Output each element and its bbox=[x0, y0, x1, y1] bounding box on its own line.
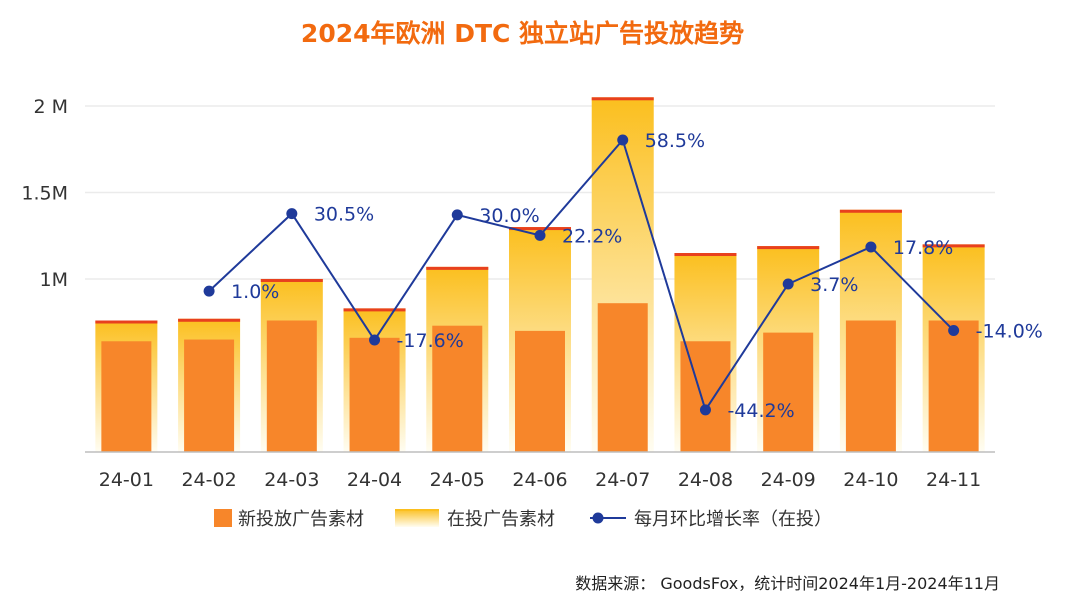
legend-swatch-active bbox=[395, 509, 439, 527]
y-tick-label: 2 M bbox=[33, 96, 68, 118]
x-tick-label: 24-08 bbox=[678, 469, 733, 491]
chart-title: 2024年欧洲 DTC 独立站广告投放趋势 bbox=[300, 19, 745, 48]
active-bar-cap bbox=[260, 278, 323, 282]
growth-rate-label: 17.8% bbox=[893, 237, 953, 259]
active-bar-cap bbox=[757, 246, 820, 250]
new-bar bbox=[680, 341, 731, 452]
new-bar bbox=[763, 332, 814, 452]
legend-label-growth: 每月环比增长率（在投） bbox=[634, 509, 832, 530]
new-bar bbox=[184, 339, 235, 452]
new-bar bbox=[349, 337, 400, 452]
growth-rate-label: 1.0% bbox=[231, 281, 279, 303]
legend-swatch-new bbox=[214, 509, 232, 527]
x-tick-label: 24-06 bbox=[512, 469, 567, 491]
legend-swatch-point bbox=[592, 512, 604, 524]
x-tick-label: 24-10 bbox=[843, 469, 898, 491]
growth-rate-label: 58.5% bbox=[645, 130, 705, 152]
growth-rate-label: -14.0% bbox=[976, 321, 1043, 343]
legend-swatch-active-cap bbox=[395, 509, 439, 511]
new-bar bbox=[928, 320, 979, 452]
growth-rate-label: 22.2% bbox=[562, 225, 622, 247]
active-bar-cap bbox=[95, 320, 158, 324]
x-tick-label: 24-01 bbox=[99, 469, 154, 491]
x-tick-label: 24-07 bbox=[595, 469, 650, 491]
axis-layer: 1M 1.5M 2 M 24-01 24-02 24-03 24-04 24-05 24-06 2… bbox=[21, 96, 995, 491]
growth-rate-line bbox=[208, 137, 955, 413]
growth-rate-point bbox=[286, 208, 298, 220]
active-bar-cap bbox=[922, 244, 985, 248]
growth-rate-label: -17.6% bbox=[397, 330, 464, 352]
legend-label-active: 在投广告素材 bbox=[447, 509, 555, 530]
active-bar-cap bbox=[509, 227, 571, 231]
active-bar-cap bbox=[178, 318, 241, 322]
data-source-note: 数据来源： GoodsFox，统计时间2024年1月-2024年11月 bbox=[575, 574, 1000, 593]
new-bar bbox=[845, 320, 896, 452]
growth-rate-point bbox=[369, 334, 381, 346]
new-bar bbox=[515, 330, 565, 452]
active-bar-cap bbox=[674, 253, 737, 257]
growth-rate-point bbox=[699, 404, 711, 416]
y-tick-label: 1.5M bbox=[21, 182, 68, 204]
growth-rate-point bbox=[617, 134, 629, 146]
x-tick-label: 24-11 bbox=[926, 469, 981, 491]
growth-rate-point bbox=[203, 285, 215, 297]
growth-rate-label: -44.2% bbox=[727, 400, 794, 422]
growth-rate-point bbox=[451, 209, 463, 221]
x-tick-label: 24-05 bbox=[430, 469, 485, 491]
active-bar-cap bbox=[343, 308, 406, 312]
active-bar-cap bbox=[839, 209, 902, 213]
growth-rate-point bbox=[782, 278, 794, 290]
growth-rate-label: 30.0% bbox=[479, 205, 539, 227]
growth-rate-point bbox=[948, 325, 960, 337]
legend: 新投放广告素材 在投广告素材 每月环比增长率（在投） bbox=[214, 509, 832, 530]
new-bar bbox=[597, 303, 648, 452]
x-tick-label: 24-03 bbox=[264, 469, 319, 491]
x-tick-label: 24-04 bbox=[347, 469, 402, 491]
y-tick-label: 1M bbox=[40, 269, 68, 291]
active-bar-cap bbox=[426, 266, 489, 270]
new-bar bbox=[266, 320, 317, 452]
line-layer: 1.0% 30.5% -17.6% 30.0% 22.2% 58.5% -44.2% 3.7%… bbox=[203, 130, 1043, 422]
legend-label-new: 新投放广告素材 bbox=[238, 509, 364, 530]
new-bar bbox=[101, 341, 152, 452]
bars-layer bbox=[95, 97, 985, 453]
growth-rate-point bbox=[534, 229, 546, 241]
new-bar bbox=[432, 325, 483, 452]
growth-rate-label: 30.5% bbox=[314, 204, 374, 226]
x-tick-label: 24-02 bbox=[181, 469, 236, 491]
active-bar-cap bbox=[591, 97, 654, 101]
growth-rate-label: 3.7% bbox=[810, 274, 858, 296]
x-tick-label: 24-09 bbox=[761, 469, 816, 491]
growth-rate-point bbox=[865, 241, 877, 253]
